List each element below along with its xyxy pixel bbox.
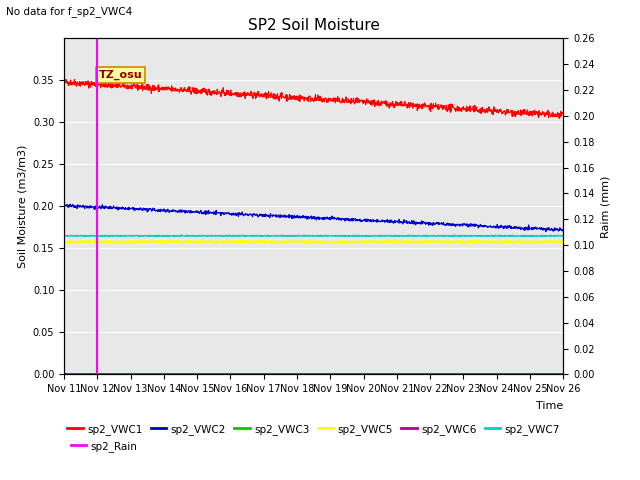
sp2_VWC2 [283, 214, 291, 219]
Text: TZ_osu: TZ_osu [99, 70, 143, 80]
Y-axis label: Raim (mm): Raim (mm) [600, 175, 610, 238]
sp2_VWC2 [292, 215, 300, 220]
sp2_VWC1 [99, 84, 107, 90]
sp2_VWC3 [282, 371, 290, 377]
Line: sp2_VWC1: sp2_VWC1 [64, 80, 563, 119]
sp2_VWC7 [153, 234, 161, 240]
sp2_VWC1 [62, 77, 70, 83]
sp2_VWC1 [559, 112, 567, 118]
sp2_VWC7 [273, 233, 280, 239]
sp2_VWC1 [344, 96, 352, 102]
sp2_VWC6 [559, 371, 567, 377]
Line: sp2_VWC7: sp2_VWC7 [64, 235, 563, 237]
sp2_VWC6 [99, 371, 106, 377]
sp2_VWC1 [292, 96, 300, 101]
sp2_VWC1 [60, 78, 68, 84]
sp2_VWC7 [60, 233, 68, 239]
sp2_VWC3 [60, 371, 68, 377]
sp2_VWC6 [60, 371, 68, 377]
sp2_VWC2 [67, 202, 74, 207]
sp2_VWC7 [292, 233, 300, 239]
sp2_VWC5 [291, 238, 299, 244]
sp2_VWC2 [99, 205, 107, 211]
sp2_VWC3 [272, 371, 280, 377]
sp2_VWC1 [556, 116, 563, 121]
Text: Time: Time [536, 401, 563, 411]
sp2_VWC5 [299, 237, 307, 242]
sp2_VWC1 [120, 84, 127, 89]
Text: No data for f_sp2_VWC4: No data for f_sp2_VWC4 [6, 6, 132, 17]
sp2_VWC2 [344, 216, 352, 221]
sp2_VWC7 [119, 233, 127, 239]
sp2_VWC5 [272, 239, 280, 245]
sp2_VWC6 [272, 371, 280, 377]
sp2_VWC2 [559, 227, 567, 233]
sp2_VWC7 [99, 233, 106, 239]
sp2_VWC2 [120, 205, 127, 211]
sp2_VWC3 [291, 371, 299, 377]
sp2_VWC7 [345, 233, 353, 239]
sp2_VWC1 [272, 93, 280, 99]
sp2_VWC6 [119, 371, 127, 377]
sp2_VWC7 [283, 233, 291, 239]
sp2_VWC3 [99, 371, 106, 377]
sp2_VWC6 [282, 371, 290, 377]
sp2_VWC3 [119, 371, 127, 377]
Title: SP2 Soil Moisture: SP2 Soil Moisture [248, 18, 380, 33]
sp2_VWC6 [291, 371, 299, 377]
sp2_VWC3 [344, 371, 352, 377]
Line: sp2_VWC5: sp2_VWC5 [64, 240, 563, 244]
sp2_VWC5 [99, 239, 106, 245]
sp2_VWC6 [344, 371, 352, 377]
sp2_VWC5 [119, 239, 127, 245]
sp2_VWC2 [60, 202, 68, 208]
sp2_VWC1 [283, 98, 291, 104]
sp2_VWC5 [344, 239, 352, 245]
sp2_VWC5 [282, 239, 290, 244]
sp2_VWC3 [559, 371, 567, 377]
sp2_VWC5 [459, 241, 467, 247]
sp2_VWC2 [542, 228, 550, 234]
sp2_VWC5 [559, 240, 567, 245]
sp2_VWC7 [226, 232, 234, 238]
Line: sp2_VWC2: sp2_VWC2 [64, 204, 563, 231]
sp2_VWC5 [60, 240, 68, 246]
sp2_VWC2 [272, 212, 280, 217]
Y-axis label: Soil Moisture (m3/m3): Soil Moisture (m3/m3) [17, 144, 27, 268]
sp2_VWC7 [559, 233, 567, 239]
Legend: sp2_Rain: sp2_Rain [67, 437, 141, 456]
